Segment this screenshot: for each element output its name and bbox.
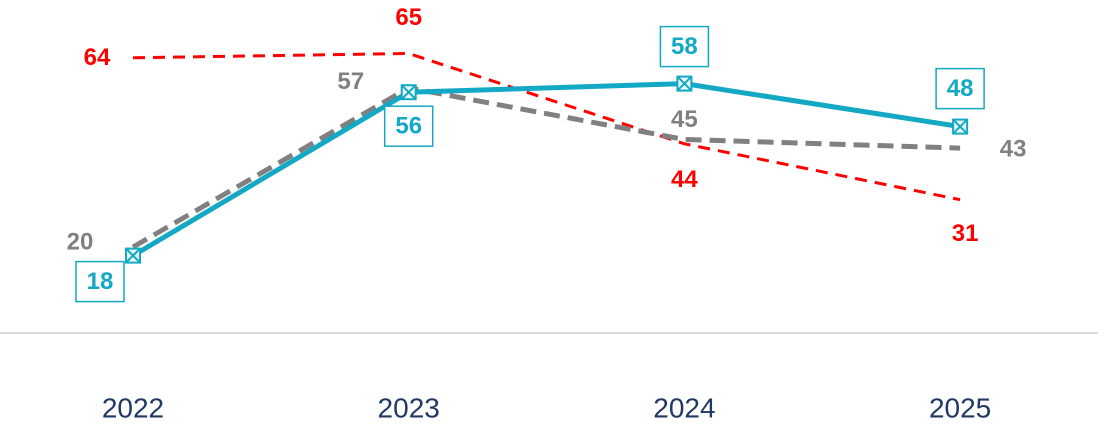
- marker-cross: [952, 118, 968, 135]
- data-label: 56: [395, 113, 422, 140]
- marker-cross: [676, 75, 693, 92]
- series-line: [131, 81, 961, 258]
- x-tick-label: 2023: [378, 392, 440, 423]
- data-label: 31: [952, 220, 979, 247]
- data-label: 58: [671, 33, 698, 60]
- data-label: 20: [67, 228, 94, 255]
- data-label: 45: [671, 106, 698, 133]
- data-label-box: [383, 105, 434, 147]
- data-label: 57: [337, 68, 364, 95]
- data-label: 65: [395, 4, 422, 31]
- x-tick-label: 2024: [653, 392, 715, 423]
- marker-cross: [125, 247, 141, 264]
- data-label-box: [75, 260, 125, 303]
- data-label-box: [935, 67, 985, 110]
- x-tick-label: 2025: [929, 392, 991, 423]
- series-line: [132, 51, 961, 202]
- data-label: 43: [1000, 135, 1027, 162]
- data-label: 44: [671, 166, 698, 193]
- marker-cross: [400, 84, 417, 100]
- series-line: [131, 85, 961, 250]
- x-tick-label: 2022: [102, 392, 164, 423]
- data-label: 18: [87, 268, 114, 295]
- data-label: 48: [947, 75, 974, 102]
- data-label: 64: [84, 44, 111, 71]
- data-label-box: [659, 25, 710, 68]
